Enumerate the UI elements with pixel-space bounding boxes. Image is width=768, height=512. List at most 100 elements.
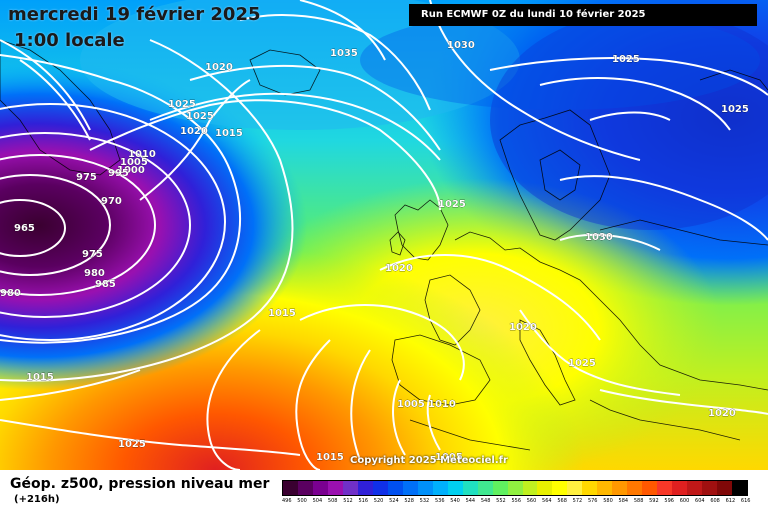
- color-scale-label: 512: [343, 498, 353, 504]
- isobar-label: 980: [84, 268, 105, 279]
- color-scale-label: 516: [358, 498, 369, 504]
- color-scale-swatch: [447, 481, 463, 495]
- isobar-label: 1030: [585, 232, 613, 243]
- isobar-label: 1025: [168, 99, 196, 110]
- isobar-label: 1035: [330, 48, 358, 59]
- color-scale-swatch: [432, 481, 448, 495]
- isobar-label: 980: [0, 288, 21, 299]
- color-scale-label: 528: [404, 498, 414, 504]
- color-scale-swatch: [582, 481, 598, 495]
- isobar-label: 1020: [509, 322, 537, 333]
- isobar-label: 1020: [205, 62, 233, 73]
- color-scale-label: 548: [480, 498, 491, 504]
- color-scale-label: 584: [618, 498, 629, 504]
- color-scale-label: 540: [450, 498, 460, 504]
- isobar-label: 1015: [316, 452, 344, 463]
- color-scale-swatch: [537, 481, 553, 495]
- isobar-label: 1025: [438, 199, 466, 210]
- isobar-label: 1030: [447, 40, 475, 51]
- isobar-label: 1025: [186, 111, 214, 122]
- legend-bar: Géop. z500, pression niveau mer (+216h) …: [0, 470, 768, 512]
- isobar-label: 1005: [120, 157, 148, 168]
- color-scale-swatch: [627, 481, 643, 495]
- color-scale-label: 600: [679, 498, 690, 504]
- isobar-label: 965: [14, 223, 35, 234]
- color-scale-label: 496: [282, 498, 292, 504]
- color-scale-label: 576: [587, 498, 598, 504]
- color-scale-label: 572: [572, 498, 583, 504]
- color-scale-swatch: [492, 481, 508, 495]
- map-title: Géop. z500, pression niveau mer: [10, 476, 270, 492]
- color-scale-swatch: [402, 481, 418, 495]
- isobar-label: 975: [82, 249, 103, 260]
- isobar-label: 1000: [117, 165, 145, 176]
- color-scale-label: 560: [526, 498, 537, 504]
- copyright-text: Copyright 2025 Meteociel.fr: [350, 455, 508, 466]
- color-scale-label: 520: [373, 498, 384, 504]
- color-scale-label: 604: [695, 498, 705, 504]
- color-scale-swatch: [732, 481, 748, 495]
- isobar-label: 995: [108, 168, 129, 179]
- color-scale-label: 580: [603, 498, 613, 504]
- isobar-label: 1025: [568, 358, 596, 369]
- color-scale-swatch: [702, 481, 718, 495]
- color-scale-swatch: [327, 481, 343, 495]
- color-scale-label: 608: [710, 498, 720, 504]
- color-scale-label: 508: [327, 498, 338, 504]
- color-scale-swatch: [567, 481, 583, 495]
- isobar-label: 1015: [215, 128, 243, 139]
- color-scale-swatch: [507, 481, 523, 495]
- isobar-label: 1005: [435, 452, 463, 463]
- color-scale-swatch: [657, 481, 673, 495]
- color-scale: [282, 480, 748, 496]
- isobar-label: 1015: [26, 372, 54, 383]
- isobar-label: 1010: [428, 399, 456, 410]
- isobar-label: 1020: [385, 263, 413, 274]
- isobar-label: 1015: [268, 308, 296, 319]
- color-scale-label: 588: [633, 498, 644, 504]
- color-scale-label: 552: [496, 498, 506, 504]
- isobar-label: 970: [101, 196, 122, 207]
- color-scale-swatch: [342, 481, 358, 495]
- color-scale-swatch: [297, 481, 313, 495]
- isobar-label: 985: [95, 279, 116, 290]
- isobar-label-layer: 1035 1030 1025 1020 1025 1025 1020 1015 …: [0, 40, 749, 463]
- isobar-label: 1020: [180, 126, 208, 137]
- color-scale-swatch: [552, 481, 568, 495]
- color-scale-swatch: [283, 481, 298, 495]
- color-scale-swatch: [477, 481, 493, 495]
- color-scale-label: 500: [297, 498, 307, 504]
- color-scale-swatch: [642, 481, 658, 495]
- color-scale-swatch: [522, 481, 538, 495]
- color-scale-label: 556: [511, 498, 521, 504]
- isobar-label: 1020: [708, 408, 736, 419]
- isobar-label: 1005: [397, 399, 425, 410]
- color-scale-swatch: [687, 481, 703, 495]
- color-scale-swatch: [612, 481, 628, 495]
- color-scale-label: 544: [465, 498, 476, 504]
- color-scale-label: 592: [649, 498, 659, 504]
- color-scale-swatch: [462, 481, 478, 495]
- isobar-label: 1025: [721, 104, 749, 115]
- isobar-lines: [0, 0, 768, 470]
- color-scale-label: 504: [312, 498, 323, 504]
- forecast-time: 1:00 locale: [14, 30, 125, 51]
- color-scale-swatch: [357, 481, 373, 495]
- color-scale-label: 532: [419, 498, 430, 504]
- color-scale-label: 612: [725, 498, 736, 504]
- lead-time: (+216h): [14, 494, 60, 505]
- color-scale-label: 524: [389, 498, 399, 504]
- color-scale-labels: 496 500 504 508 512 516 520 524 528 532 536 540 544 5…: [282, 498, 756, 504]
- color-scale-swatch: [672, 481, 688, 495]
- color-scale-swatch: [312, 481, 328, 495]
- color-scale-swatch: [717, 481, 733, 495]
- color-scale-swatch: [387, 481, 403, 495]
- color-scale-label: 536: [434, 498, 445, 504]
- color-scale-swatch: [597, 481, 613, 495]
- model-run-label: Run ECMWF 0Z du lundi 10 février 2025: [409, 4, 757, 26]
- isobar-label: 1010: [128, 149, 156, 160]
- color-scale-label: 568: [557, 498, 567, 504]
- isobar-label: 1025: [118, 439, 146, 450]
- color-scale-swatch: [372, 481, 388, 495]
